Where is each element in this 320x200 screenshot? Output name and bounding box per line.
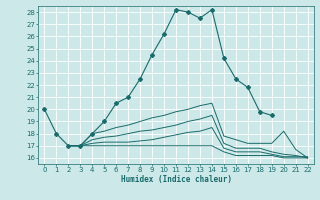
X-axis label: Humidex (Indice chaleur): Humidex (Indice chaleur) <box>121 175 231 184</box>
